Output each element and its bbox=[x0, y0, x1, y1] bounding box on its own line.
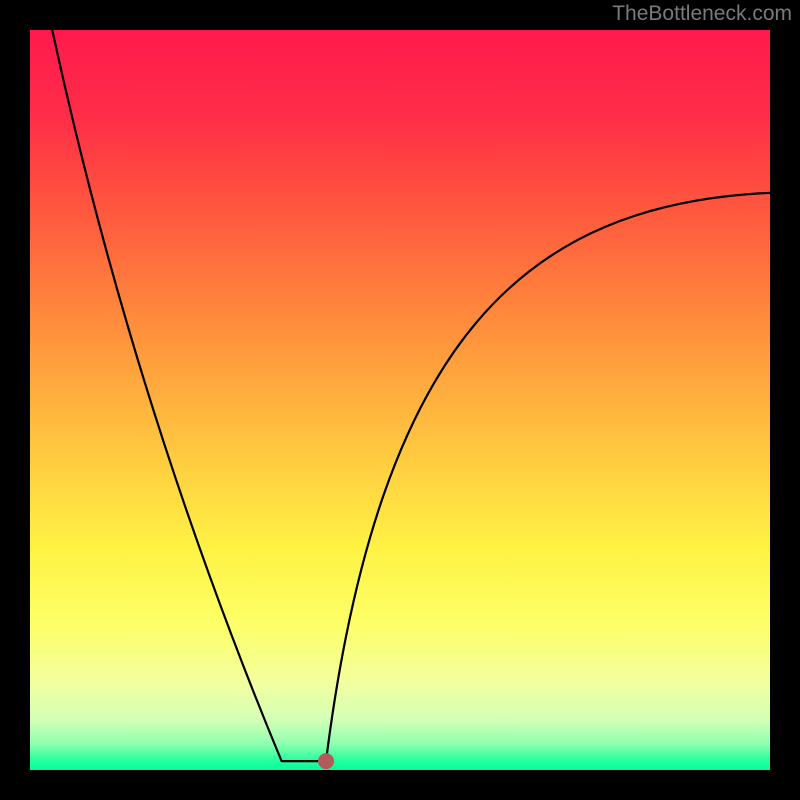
watermark-text: TheBottleneck.com bbox=[612, 2, 792, 26]
minimum-marker bbox=[318, 753, 334, 769]
chart-container: TheBottleneck.com bbox=[0, 0, 800, 800]
plot-svg bbox=[30, 30, 770, 770]
plot-area bbox=[30, 30, 770, 770]
gradient-background bbox=[30, 30, 770, 770]
